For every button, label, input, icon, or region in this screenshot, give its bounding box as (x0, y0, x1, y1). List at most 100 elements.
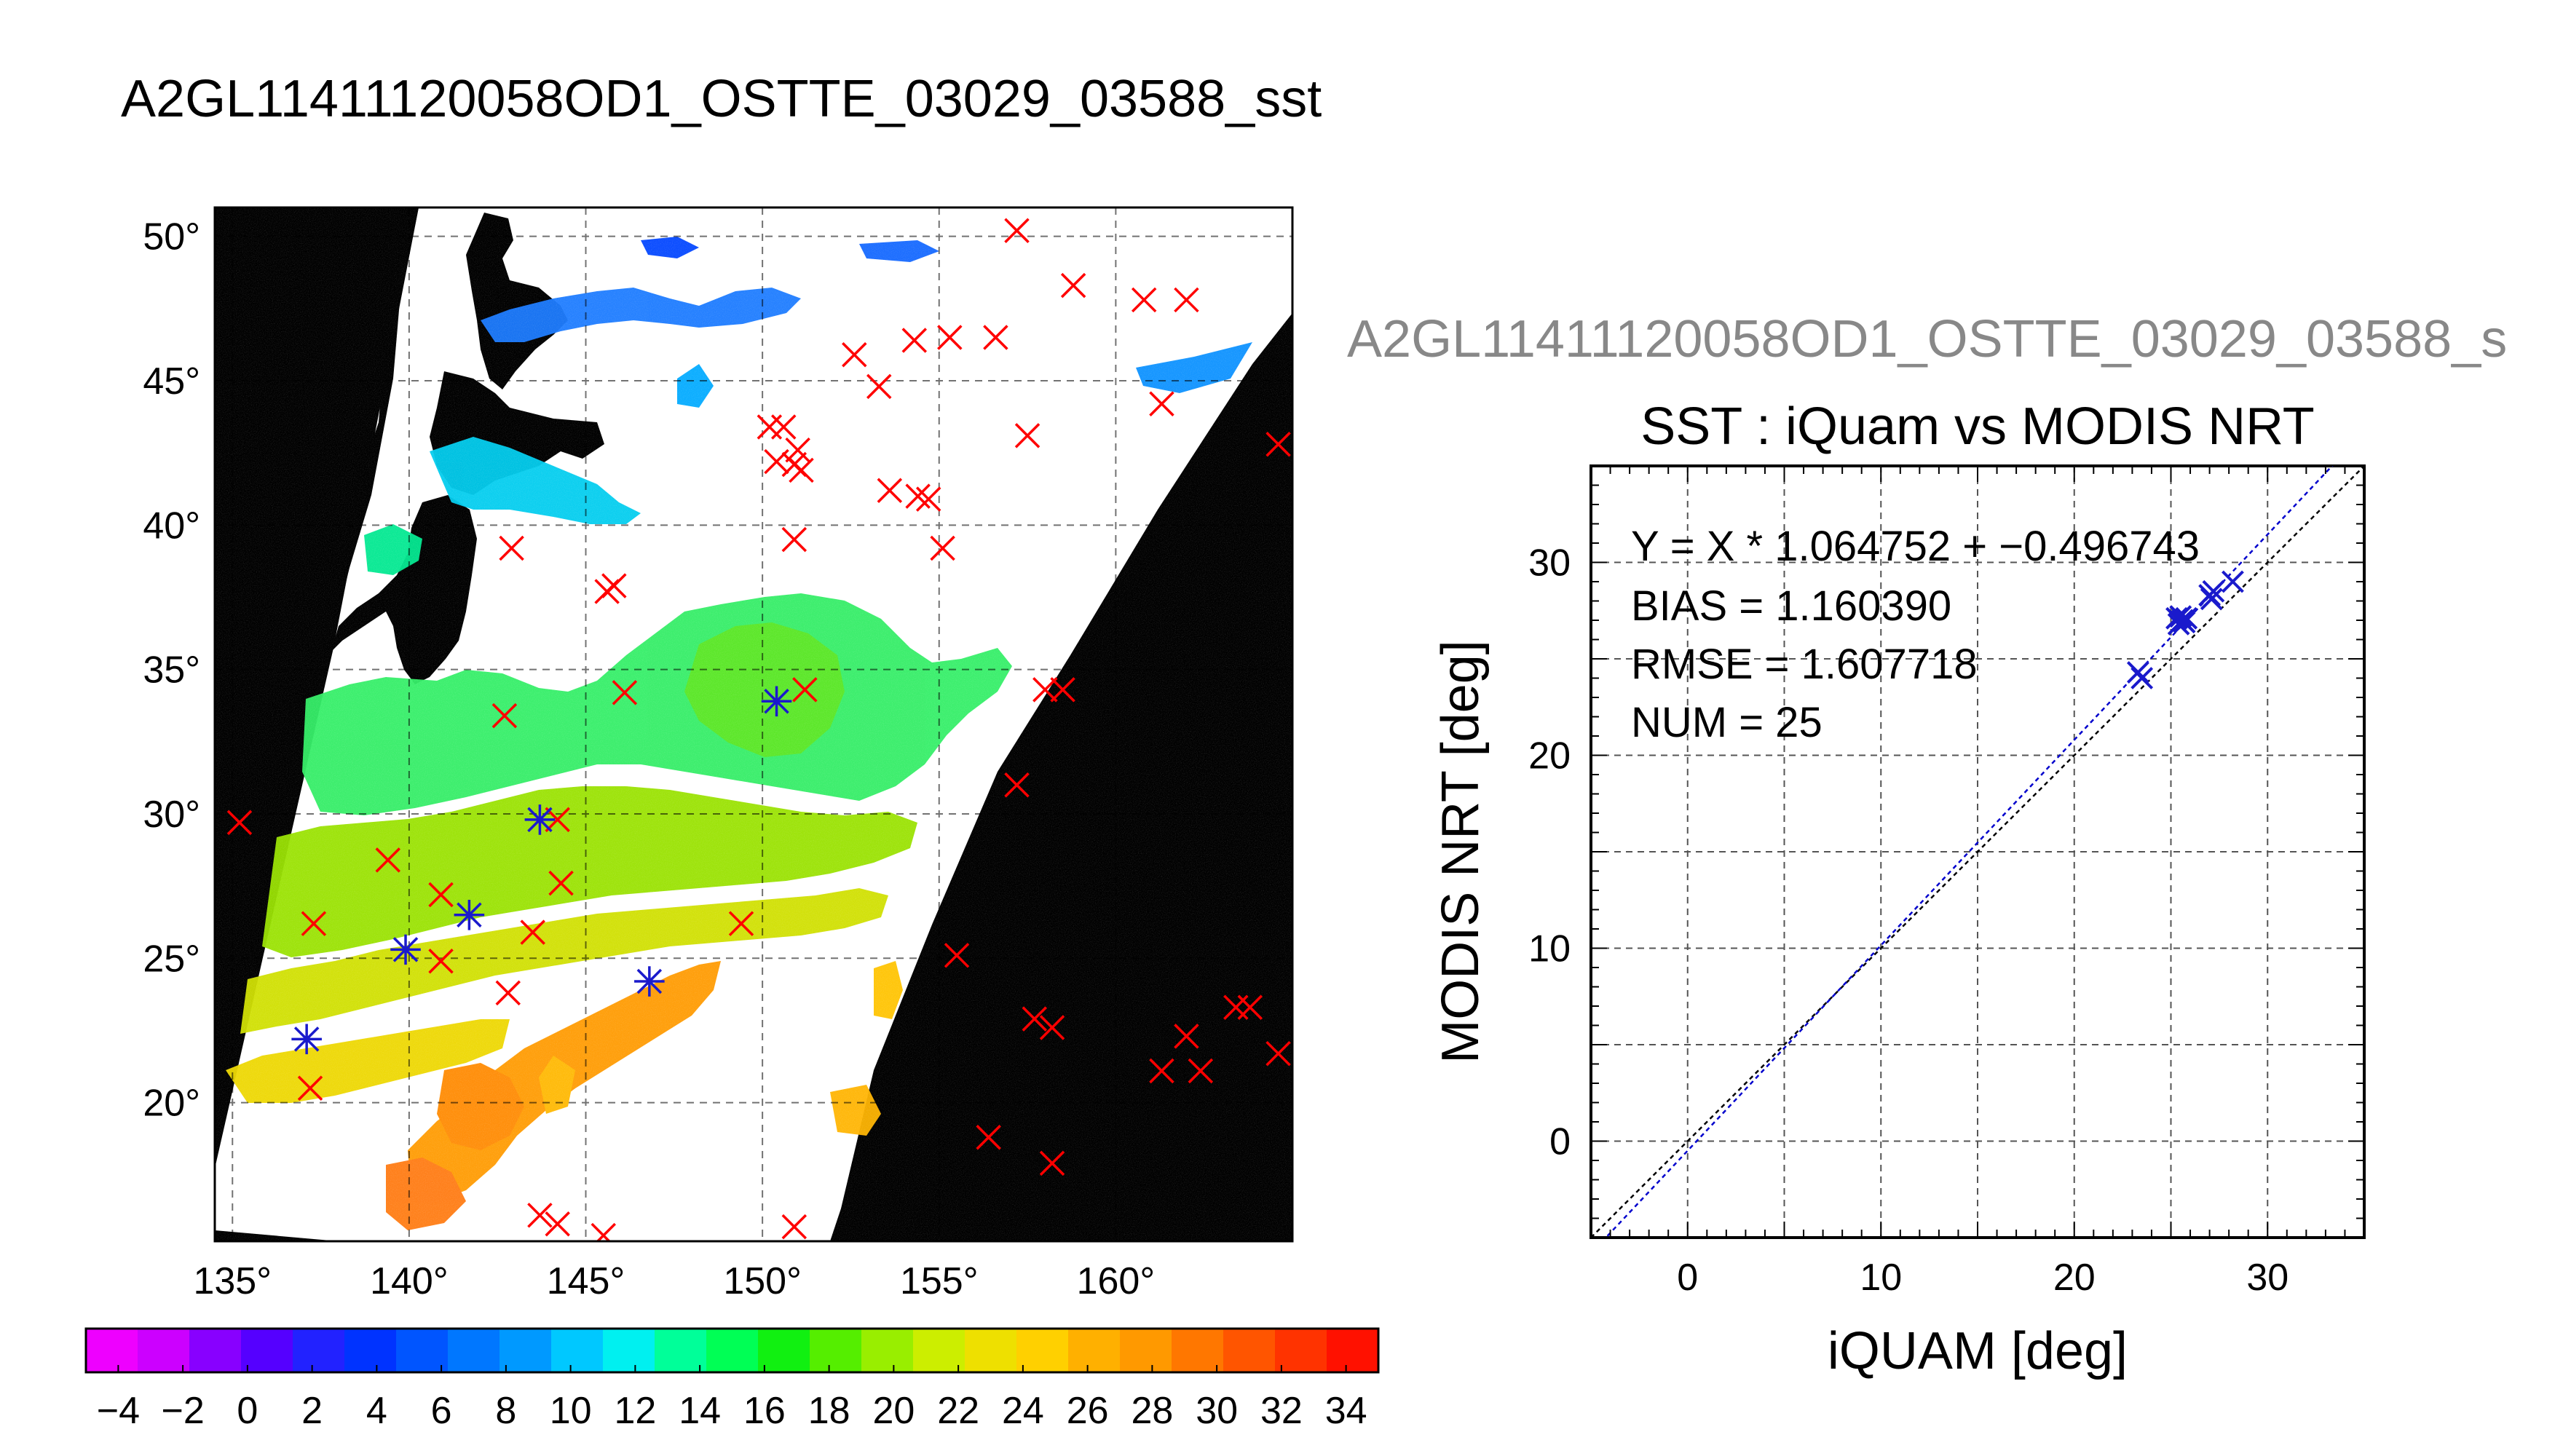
colorbar-tick: 24 (1002, 1390, 1044, 1432)
map-marker-red (1050, 677, 1075, 703)
map-marker-red (226, 810, 253, 836)
map-marker-red (901, 328, 928, 353)
colorbar-tick: 30 (1196, 1390, 1238, 1432)
scatter-point (2131, 667, 2154, 689)
map-lon-tick: 140° (370, 1260, 449, 1302)
map-marker-blue (524, 804, 556, 835)
map-marker-red (1004, 218, 1030, 243)
map-marker-red (1131, 287, 1157, 313)
map-marker-red (491, 703, 518, 729)
scatter-point (2175, 606, 2198, 630)
colorbar-segment (293, 1329, 345, 1372)
scatter-x-tick: 20 (2053, 1257, 2096, 1299)
map-marker-red (792, 677, 818, 703)
colorbar-tick: 20 (872, 1390, 915, 1432)
scatter-tick-labels: 0 10 20 30 0 10 20 30 (1528, 465, 2365, 1299)
map-marker-red (1039, 1015, 1065, 1040)
scatter-points (2126, 570, 2244, 689)
stat-bias: BIAS = 1.160390 (1631, 582, 1951, 630)
colorbar-segment (499, 1329, 552, 1372)
colorbar-segment (396, 1329, 449, 1372)
scatter-x-tick: 30 (2246, 1257, 2289, 1299)
map-marker-red (781, 526, 807, 553)
scatter-x-tick: 10 (1860, 1257, 1902, 1299)
map-marker-red (591, 1222, 617, 1241)
map-marker-red (520, 919, 545, 945)
stat-num: NUM = 25 (1631, 699, 1823, 746)
scatter-file-title: A2GL11411120058OD1_OSTTE_03029_03588_s (1347, 310, 2508, 368)
scatter-reference-lines (1591, 466, 2364, 1238)
scatter-title: SST : iQuam vs MODIS NRT (1640, 397, 2315, 456)
colorbar-segment (551, 1329, 604, 1372)
map-lat-tick: 50° (143, 216, 200, 258)
map-lon-tick: 150° (723, 1260, 802, 1302)
map-lon-tick: 155° (900, 1260, 979, 1302)
scatter-x-tick: 0 (1677, 1257, 1698, 1299)
map-lat-tick: 35° (143, 649, 200, 692)
map-marker-red (1022, 1006, 1048, 1032)
scatter-y-tick: 20 (1528, 735, 1571, 778)
map-marker-red (545, 1211, 570, 1237)
y-axis-label: MODIS NRT [deg] (1431, 640, 1490, 1064)
colorbar-segment (241, 1329, 293, 1372)
map-marker-red (905, 483, 931, 509)
colorbar-tick: 4 (366, 1390, 387, 1432)
colorbar-tick: 32 (1260, 1390, 1303, 1432)
map-marker-red (789, 457, 814, 483)
map-marker-blue (390, 934, 421, 965)
map-lat-tick: 30° (143, 794, 200, 836)
map-lon-tick: 135° (193, 1260, 272, 1302)
scatter-y-tick: 0 (1549, 1121, 1571, 1163)
map-lon-tick: 145° (547, 1260, 625, 1302)
colorbar-segment (965, 1329, 1017, 1372)
map-marker-red (1265, 432, 1291, 457)
map-markers (226, 218, 1291, 1241)
map-marker-red (601, 573, 627, 598)
map-marker-red (877, 478, 903, 503)
map-marker-red (499, 535, 524, 561)
map-marker-red (1188, 1058, 1214, 1084)
map-marker-red (1237, 994, 1263, 1020)
scatter-statistics: Y = X * 1.064752 + −0.496743 BIAS = 1.16… (1631, 523, 2200, 746)
scatter-y-tick: 30 (1528, 542, 1571, 585)
colorbar-tick: −2 (161, 1390, 204, 1432)
map-marker-blue (761, 686, 792, 717)
regression-line (1604, 466, 2334, 1238)
map-marker-red (728, 911, 754, 936)
colorbar-segment (1172, 1329, 1224, 1372)
one-to-one-line (1591, 466, 2364, 1238)
map-marker-blue (454, 899, 485, 930)
colorbar-segment (758, 1329, 810, 1372)
map-marker-red (375, 847, 401, 873)
colorbar-segment (1016, 1329, 1069, 1372)
map-marker-red (866, 373, 892, 400)
map-marker-red (545, 807, 570, 833)
colorbar-segment (603, 1329, 655, 1372)
map-marker-red (548, 870, 574, 896)
colorbar-segment (1327, 1329, 1379, 1372)
colorbar-tick: 8 (495, 1390, 516, 1432)
map-lat-tick: 40° (143, 505, 200, 547)
colorbar-tick: 0 (237, 1390, 258, 1432)
map-marker-red (785, 437, 810, 463)
scatter-point (2165, 606, 2188, 630)
map-marker-red (1039, 1150, 1065, 1176)
colorbar-segment (448, 1329, 500, 1372)
map-marker-red (301, 911, 327, 936)
colorbar-segment (1068, 1329, 1121, 1372)
map-marker-blue (291, 1024, 322, 1055)
colorbar-segment (655, 1329, 707, 1372)
colorbar-tick: 10 (550, 1390, 592, 1432)
colorbar-segment (189, 1329, 242, 1372)
map-marker-red (930, 535, 955, 561)
map-gridlines (215, 207, 1292, 1241)
colorbar: −4 −2 0 2 4 6 8 10 12 14 16 18 20 22 24 26 28 30 32 34 (84, 1327, 1380, 1432)
colorbar-tick: 34 (1325, 1390, 1367, 1432)
colorbar-segment (1223, 1329, 1276, 1372)
map-marker-red (495, 980, 521, 1006)
map-marker-red (1149, 391, 1174, 416)
colorbar-tick: 2 (301, 1390, 323, 1432)
colorbar-tick: 14 (679, 1390, 721, 1432)
stat-rmse: RMSE = 1.607718 (1631, 641, 1978, 688)
